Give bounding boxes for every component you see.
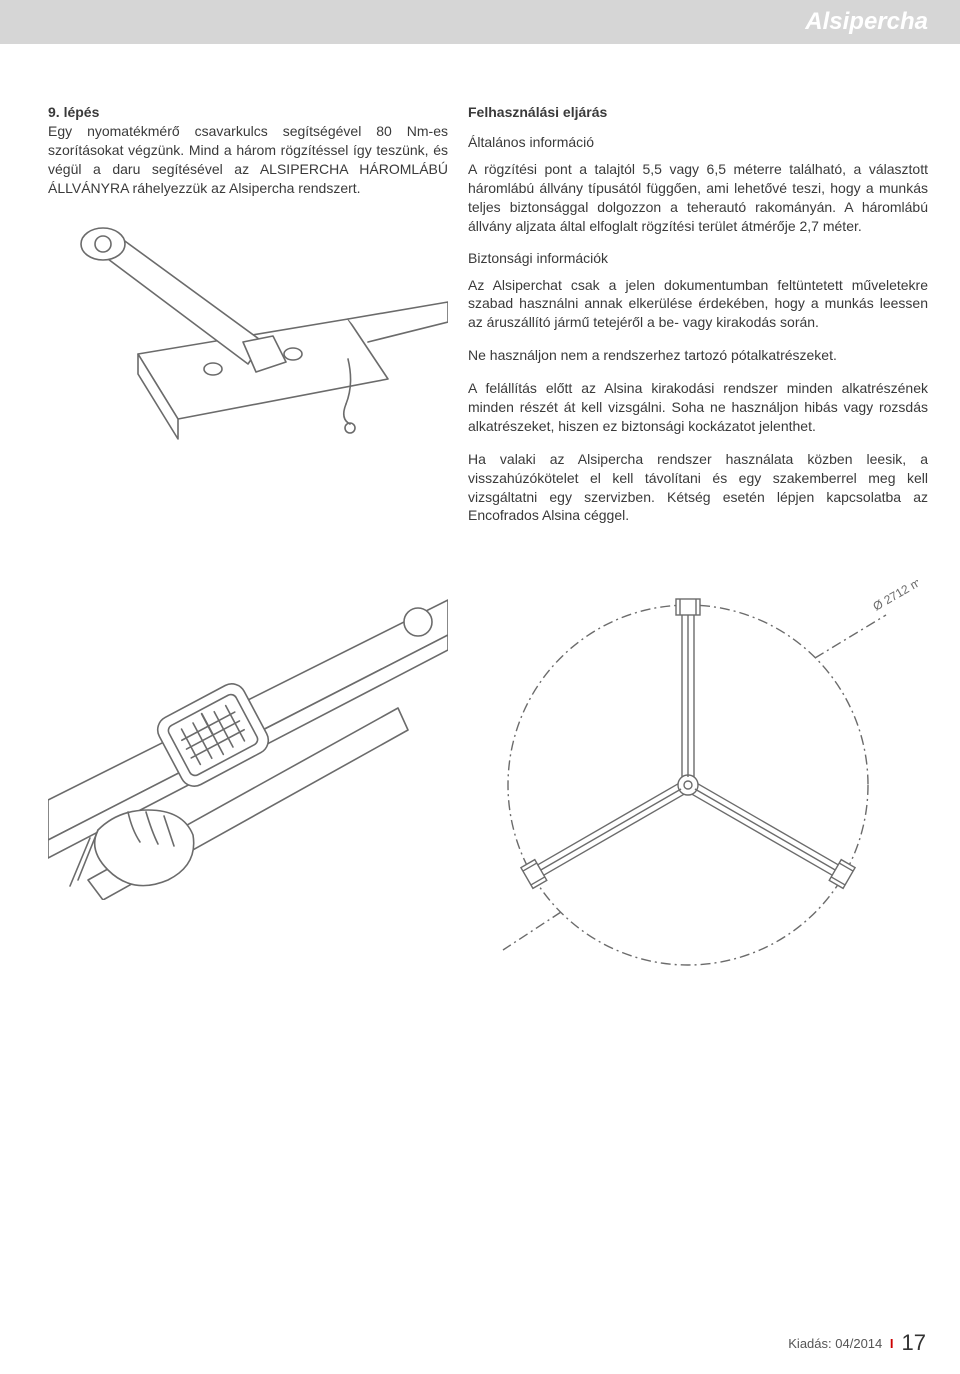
diameter-label: Ø 2712 mm	[871, 570, 919, 613]
paragraph-safety-3: A felállítás előtt az Alsina kirakodási …	[468, 379, 928, 436]
footer-issue-label: Kiadás:	[788, 1336, 831, 1351]
footer-issue-value: 04/2014	[835, 1336, 882, 1351]
paragraph-safety-2: Ne használjon nem a rendszerhez tartozó …	[468, 346, 928, 365]
procedure-heading: Felhasználási eljárás	[468, 104, 928, 120]
right-column: Felhasználási eljárás Általános informác…	[468, 104, 928, 995]
subhead-general: Általános információ	[468, 134, 928, 150]
step-title: 9. lépés	[48, 104, 448, 120]
left-column: 9. lépés Egy nyomatékmérő csavarkulcs se…	[48, 104, 448, 995]
paragraph-general: A rögzítési pont a talajtól 5,5 vagy 6,5…	[468, 160, 928, 236]
header-band: Alsipercha	[0, 0, 960, 44]
subhead-safety: Biztonsági információk	[468, 250, 928, 266]
paragraph-safety-4: Ha valaki az Alsipercha rendszer használ…	[468, 450, 928, 526]
footer-page-number: 17	[902, 1330, 926, 1355]
paragraph-safety-1: Az Alsiperchat csak a jelen dokumentumba…	[468, 276, 928, 333]
footer: Kiadás: 04/2014 I 17	[788, 1330, 926, 1356]
footer-divider: I	[890, 1336, 894, 1351]
illustration-wrench-bracket	[48, 224, 448, 514]
content-area: 9. lépés Egy nyomatékmérő csavarkulcs se…	[0, 44, 960, 995]
header-title: Alsipercha	[805, 8, 928, 36]
tripod-footprint-diagram: Ø 2712 mm	[468, 555, 928, 995]
step-body: Egy nyomatékmérő csavarkulcs segítségéve…	[48, 122, 448, 198]
illustration-wrench-gauge	[48, 540, 448, 900]
